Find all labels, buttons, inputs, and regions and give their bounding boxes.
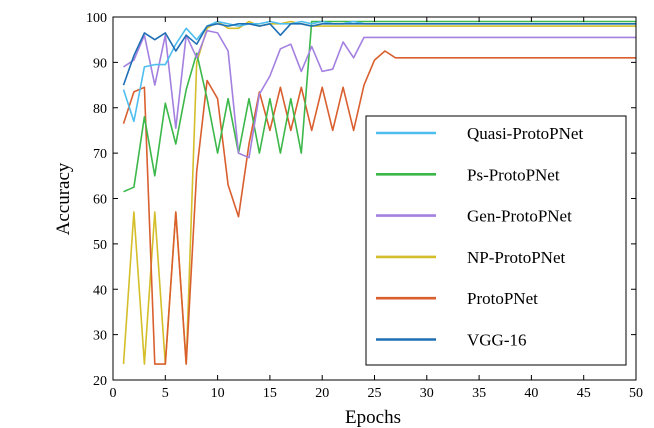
legend-label: Ps-ProtoPNet: [467, 165, 560, 184]
legend: Quasi-ProtoPNet Ps-ProtoPNet Gen-ProtoPNet…: [365, 115, 627, 366]
x-tick-label: 0: [110, 386, 117, 401]
y-tick-label: 90: [93, 56, 107, 71]
y-tick-label: 80: [93, 102, 107, 117]
x-tick-label: 50: [629, 386, 643, 401]
y-tick-label: 20: [93, 374, 107, 389]
x-tick-label: 25: [368, 386, 382, 401]
legend-label: Quasi-ProtoPNet: [467, 124, 583, 143]
x-tick-label: 20: [315, 386, 329, 401]
y-axis-label: Accuracy: [53, 162, 74, 235]
legend-items: Quasi-ProtoPNet Ps-ProtoPNet Gen-ProtoPNet…: [376, 124, 583, 350]
x-tick-label: 10: [211, 386, 225, 401]
axis-layer: 0 5 10 15 20 25 30 35 40 45 50 20 30 40 50 60 70 80 90 100: [86, 11, 643, 401]
series-line-protopnet: [122, 50, 636, 365]
x-tick-label: 35: [472, 386, 486, 401]
legend-label: NP-ProtoPNet: [467, 248, 566, 267]
series-line-gen-protopnet: [123, 29, 636, 159]
y-tick-label: 40: [93, 283, 107, 298]
y-tick-label: 30: [93, 329, 107, 344]
x-tick-label: 45: [577, 386, 591, 401]
legend-label: Gen-ProtoPNet: [467, 207, 572, 226]
y-tick-label: 70: [93, 147, 107, 162]
x-tick-label: 40: [524, 386, 538, 401]
series-line-vgg-16: [122, 22, 636, 86]
legend-label: ProtoPNet: [467, 289, 538, 308]
legend-label: VGG-16: [467, 331, 527, 350]
y-tick-label: 50: [93, 238, 107, 253]
series-layer: [122, 20, 636, 365]
x-tick-label: 5: [162, 386, 169, 401]
x-tick-label: 15: [263, 386, 277, 401]
series-line-ps-protopnet: [123, 20, 636, 193]
x-tick-label: 30: [420, 386, 434, 401]
legend-box: [365, 115, 627, 366]
y-tick-label: 60: [93, 193, 107, 208]
x-axis-label: Epochs: [345, 407, 401, 428]
y-tick-label: 100: [86, 11, 107, 26]
